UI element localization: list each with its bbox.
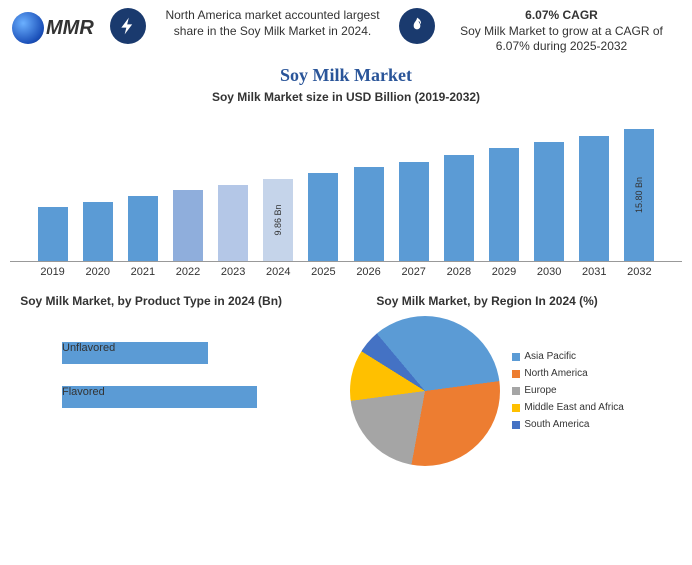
legend-swatch (512, 353, 520, 361)
bar (173, 190, 203, 261)
legend-item: South America (512, 419, 624, 430)
region-panel: Soy Milk Market, by Region In 2024 (%) A… (292, 290, 682, 466)
bar (308, 173, 338, 261)
x-tick: 2019 (32, 266, 73, 278)
bar-col (122, 112, 163, 261)
logo-text: MMR (46, 17, 94, 40)
legend-label: North America (524, 368, 587, 379)
bar-col: 15.80 Bn (619, 112, 660, 261)
bar (83, 202, 113, 260)
page-title: Soy Milk Market (0, 65, 692, 86)
bar-chart-x-labels: 2019 2020 2021 2022 2023 2024 2025 2026 2027 2028… (10, 266, 682, 278)
bar (128, 196, 158, 261)
legend-label: Asia Pacific (524, 351, 576, 362)
market-size-bar-chart: 9.86 Bn 15.80 Bn (10, 112, 682, 262)
bar-col (32, 112, 73, 261)
legend-swatch (512, 387, 520, 395)
bottom-row: Soy Milk Market, by Product Type in 2024… (0, 290, 692, 466)
bar (399, 162, 429, 261)
hbar-chart-title: Soy Milk Market, by Product Type in 2024… (10, 294, 292, 308)
bar-col (167, 112, 208, 261)
legend-label: Europe (524, 385, 556, 396)
pie-chart-title: Soy Milk Market, by Region In 2024 (%) (292, 294, 682, 308)
bar-col (438, 112, 479, 261)
bar: 15.80 Bn (624, 129, 654, 261)
hbar-row: Unflavored (62, 342, 288, 364)
globe-icon (12, 12, 44, 44)
hbar-row: Flavored (62, 386, 288, 408)
x-tick: 2029 (483, 266, 524, 278)
product-type-panel: Soy Milk Market, by Product Type in 2024… (10, 290, 292, 466)
bar (218, 185, 248, 261)
hbar-label: Flavored (62, 386, 114, 398)
bar-value-label: 9.86 Bn (273, 204, 283, 235)
x-tick: 2024 (258, 266, 299, 278)
bar-col (303, 112, 344, 261)
header: MMR North America market accounted large… (0, 0, 692, 63)
cagr-title: 6.07% CAGR (525, 8, 598, 22)
legend-label: Middle East and Africa (524, 402, 624, 413)
fact2-block: 6.07% CAGR Soy Milk Market to grow at a … (443, 8, 680, 55)
bar: 9.86 Bn (263, 179, 293, 261)
legend-label: South America (524, 419, 589, 430)
x-tick: 2022 (167, 266, 208, 278)
hbar-label: Unflavored (62, 342, 114, 354)
x-tick: 2023 (213, 266, 254, 278)
bar (489, 148, 519, 261)
bar (534, 142, 564, 261)
x-tick: 2020 (77, 266, 118, 278)
bar-value-label: 15.80 Bn (634, 177, 644, 213)
mmr-logo: MMR (12, 8, 102, 48)
product-type-hbar-chart: Unflavored Flavored (10, 316, 292, 434)
bar-col: 9.86 Bn (258, 112, 299, 261)
pie-legend: Asia Pacific North America Europe Middle Ea… (512, 345, 624, 436)
x-tick: 2028 (438, 266, 479, 278)
x-tick: 2027 (393, 266, 434, 278)
legend-swatch (512, 421, 520, 429)
pie-wrap: Asia Pacific North America Europe Middle Ea… (292, 316, 682, 466)
bar (444, 155, 474, 261)
bar-col (574, 112, 615, 261)
x-tick: 2025 (303, 266, 344, 278)
bolt-icon (110, 8, 146, 44)
x-tick: 2030 (529, 266, 570, 278)
bar-chart-title: Soy Milk Market size in USD Billion (201… (0, 90, 692, 104)
x-tick: 2021 (122, 266, 163, 278)
legend-item: Europe (512, 385, 624, 396)
bar-col (529, 112, 570, 261)
legend-item: Middle East and Africa (512, 402, 624, 413)
legend-item: North America (512, 368, 624, 379)
bar (354, 167, 384, 260)
legend-swatch (512, 370, 520, 378)
bar-col (213, 112, 254, 261)
region-pie-chart (350, 316, 500, 466)
flame-icon (399, 8, 435, 44)
bar (579, 136, 609, 261)
bar-col (77, 112, 118, 261)
bar-col (393, 112, 434, 261)
x-tick: 2031 (574, 266, 615, 278)
fact2-text: Soy Milk Market to grow at a CAGR of 6.0… (460, 24, 663, 54)
x-tick: 2032 (619, 266, 660, 278)
bar-col (348, 112, 389, 261)
legend-swatch (512, 404, 520, 412)
fact1-text: North America market accounted largest s… (154, 8, 391, 39)
bar (38, 207, 68, 261)
bar-col (483, 112, 524, 261)
x-tick: 2026 (348, 266, 389, 278)
legend-item: Asia Pacific (512, 351, 624, 362)
